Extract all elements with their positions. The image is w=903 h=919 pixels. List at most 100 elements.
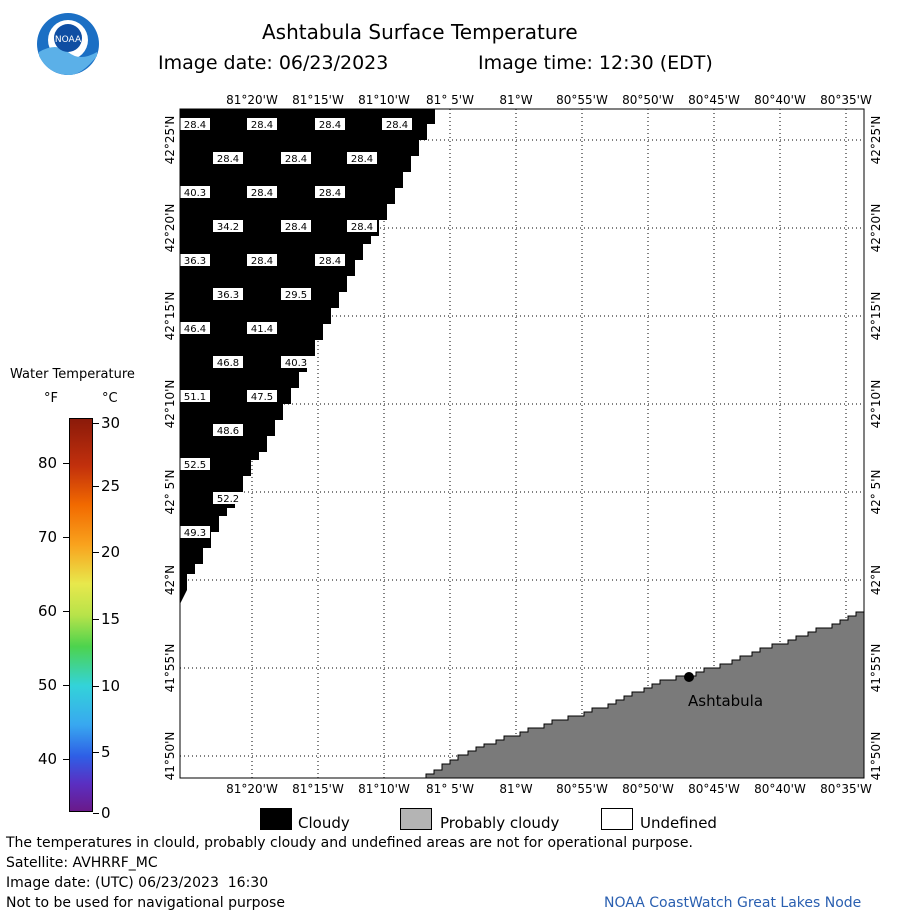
- lon-label-top: 81°10'W: [358, 93, 410, 107]
- temperature-label-bg: [247, 254, 277, 266]
- map-frame: [179, 108, 865, 779]
- lat-label-left: 42° 5'N: [163, 470, 177, 515]
- colorbar-f-tick: 40: [38, 750, 58, 768]
- temperature-value: 36.3: [217, 290, 239, 301]
- lon-label-bottom: 81° 5'W: [426, 782, 474, 796]
- colorbar-c-tick-mark: [93, 752, 99, 753]
- colorbar-c-tick-mark: [93, 619, 99, 620]
- temperature-label-bg: [315, 186, 345, 198]
- temperature-value: 47.5: [251, 392, 273, 403]
- temperature-value: 28.4: [351, 222, 373, 233]
- legend-probably-cloudy-label: Probably cloudy: [440, 814, 560, 832]
- temperature-value: 28.4: [351, 154, 373, 165]
- lat-label-left: 42°10'N: [163, 380, 177, 429]
- cloudy-area: [180, 109, 435, 604]
- temperature-label: 49.3: [180, 526, 210, 539]
- temperature-value: 52.5: [184, 460, 206, 471]
- colorbar: [69, 418, 93, 812]
- lat-label-right: 42° 5'N: [869, 470, 883, 515]
- lat-label-right: 42°20'N: [869, 204, 883, 253]
- lat-label-right: 42°10'N: [869, 380, 883, 429]
- temperature-label: 28.4: [315, 254, 345, 267]
- temperature-value: 28.4: [251, 188, 273, 199]
- lon-label-bottom: 80°40'W: [754, 782, 806, 796]
- legend-undefined-swatch: [601, 808, 633, 830]
- temperature-label: 28.4: [281, 152, 311, 165]
- temperature-label-bg: [281, 152, 311, 164]
- colorbar-c-tick: 10: [101, 677, 121, 695]
- lon-label-bottom: 81°W: [499, 782, 532, 796]
- temperature-label-bg: [347, 220, 377, 232]
- temperature-label: 28.4: [281, 220, 311, 233]
- lon-label-top: 80°50'W: [622, 93, 674, 107]
- colorbar-c-tick-mark: [93, 552, 99, 553]
- temperature-label-bg: [180, 254, 210, 266]
- temperature-label: 28.4: [315, 118, 345, 131]
- credit-text: NOAA CoastWatch Great Lakes Node: [604, 895, 862, 911]
- temperature-value: 28.4: [386, 120, 408, 131]
- temperature-label-bg: [180, 526, 210, 538]
- lon-label-top: 80°35'W: [820, 93, 872, 107]
- lat-label-right: 41°50'N: [869, 732, 883, 781]
- temperature-value: 34.2: [217, 222, 239, 233]
- disclaimer-text: The temperatures in clould, probably clo…: [6, 835, 693, 851]
- temperature-value: 28.4: [319, 256, 341, 267]
- temperature-label: 41.4: [247, 322, 277, 335]
- colorbar-f-tick-mark: [63, 537, 69, 538]
- temperature-value: 52.2: [217, 494, 239, 505]
- temperature-label-bg: [281, 288, 311, 300]
- land-area: [425, 611, 865, 779]
- lat-label-left: 42°20'N: [163, 204, 177, 253]
- colorbar-c-tick: 25: [101, 477, 121, 495]
- temperature-label-bg: [281, 220, 311, 232]
- temperature-value: 28.4: [319, 188, 341, 199]
- colorbar-f-tick: 50: [38, 676, 58, 694]
- colorbar-unit-c: °C: [102, 391, 118, 406]
- temperature-label-bg: [281, 356, 311, 368]
- temperature-label-bg: [347, 152, 377, 164]
- lat-label-left: 41°55'N: [163, 644, 177, 693]
- colorbar-c-tick: 15: [101, 610, 121, 628]
- temperature-value: 46.4: [184, 324, 206, 335]
- temperature-label: 29.5: [281, 288, 311, 301]
- temperature-label: 36.3: [180, 254, 210, 267]
- temperature-label-bg: [180, 186, 210, 198]
- lat-label-left: 42°15'N: [163, 292, 177, 341]
- temperature-value: 41.4: [251, 324, 273, 335]
- temperature-value: 40.3: [285, 358, 307, 369]
- colorbar-f-tick: 80: [38, 454, 58, 472]
- colorbar-c-tick: 0: [101, 804, 111, 822]
- legend-cloudy-swatch: [260, 808, 292, 830]
- noaa-logo-icon: NOAA: [37, 13, 99, 76]
- legend-probably-cloudy-swatch: [400, 808, 432, 830]
- city-label: Ashtabula: [688, 692, 763, 710]
- colorbar-c-tick: 5: [101, 743, 111, 761]
- colorbar-title: Water Temperature: [10, 367, 135, 382]
- temperature-value: 29.5: [285, 290, 307, 301]
- temperature-value: 48.6: [217, 426, 239, 437]
- temperature-label-bg: [213, 492, 243, 504]
- temperature-label-bg: [213, 152, 243, 164]
- temperature-label: 51.1: [180, 390, 210, 403]
- temperature-label-bg: [180, 118, 210, 130]
- temperature-label-bg: [247, 322, 277, 334]
- colorbar-c-tick-mark: [93, 813, 99, 814]
- temperature-label-bg: [247, 118, 277, 130]
- colorbar-c-tick-mark: [93, 423, 99, 424]
- temperature-value: 28.4: [251, 120, 273, 131]
- lat-label-left: 42°N: [163, 565, 177, 595]
- temperature-label-bg: [180, 458, 210, 470]
- lon-label-bottom: 80°45'W: [688, 782, 740, 796]
- temperature-label: 28.4: [180, 118, 210, 131]
- legend-undefined-label: Undefined: [640, 814, 717, 832]
- temperature-value: 51.1: [184, 392, 206, 403]
- temperature-label: 28.4: [247, 186, 277, 199]
- temperature-label-bg: [180, 322, 210, 334]
- lon-label-top: 80°55'W: [556, 93, 608, 107]
- colorbar-f-tick-mark: [63, 463, 69, 464]
- lon-label-top: 81°15'W: [292, 93, 344, 107]
- lon-label-top: 80°45'W: [688, 93, 740, 107]
- colorbar-f-tick-mark: [63, 611, 69, 612]
- image-time: Image time: 12:30 (EDT): [478, 52, 713, 74]
